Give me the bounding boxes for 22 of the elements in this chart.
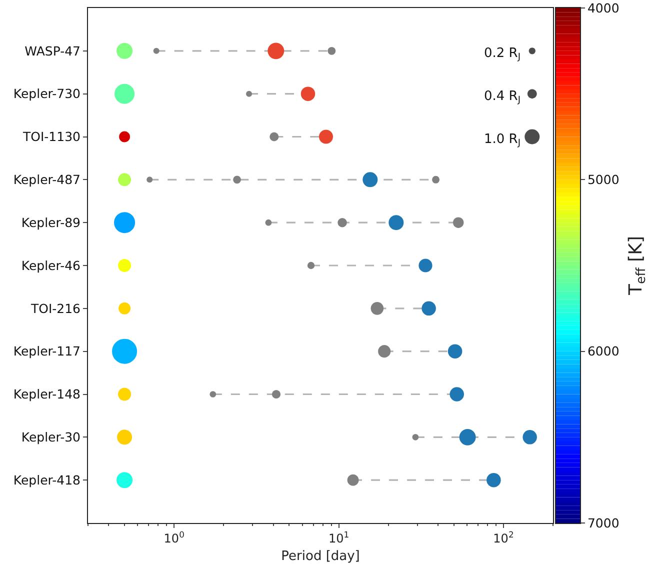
y-tick-label: Kepler-117 xyxy=(13,344,80,359)
x-axis-title: Period [day] xyxy=(281,549,360,564)
y-tick-label: Kepler-46 xyxy=(21,258,81,273)
legend-label: 0.2 R$_{J}$ xyxy=(484,46,521,63)
y-tick-label: Kepler-148 xyxy=(13,386,81,402)
y-tick-label: Kepler-418 xyxy=(13,472,81,488)
y-tick-label: Kepler-89 xyxy=(21,214,81,230)
y-tick-label: TOI-216 xyxy=(30,300,81,316)
y-tick-label: Kepler-30 xyxy=(21,430,81,445)
x-tick-label: 10$^{0}$ xyxy=(164,529,184,546)
x-tick-label: 10$^{2}$ xyxy=(493,529,514,546)
y-tick-label: TOI-1130 xyxy=(22,129,81,144)
color-bar-label: 7000 xyxy=(587,515,620,530)
color-bar-label: 4000 xyxy=(587,0,620,16)
y-tick-label: Kepler-487 xyxy=(13,172,80,188)
y-tick-label: Kepler-730 xyxy=(13,86,81,102)
color-bar-label: 6000 xyxy=(587,344,620,359)
legend-label: 1.0 R$_{J}$ xyxy=(484,132,521,149)
x-tick-label: 10$^{1}$ xyxy=(328,529,350,546)
color-bar-label: 5000 xyxy=(587,172,620,188)
y-tick-label: WASP-47 xyxy=(24,43,80,58)
legend-label: 0.4 R$_{J}$ xyxy=(484,89,521,106)
